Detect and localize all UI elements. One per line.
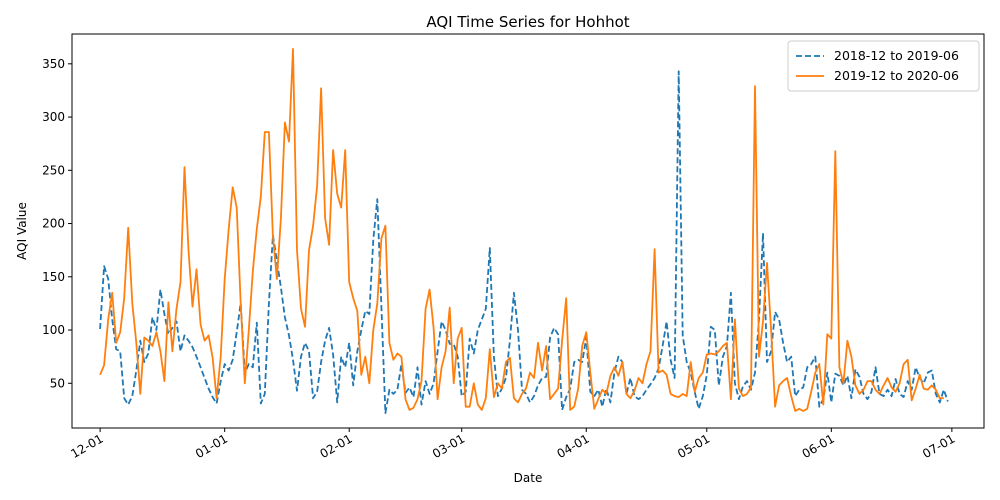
y-tick-label: 100 (42, 323, 65, 337)
series-layer (99, 48, 949, 415)
y-tick-label: 250 (42, 163, 65, 177)
x-axis-label: Date (514, 471, 543, 485)
x-tick-label: 07-01 (920, 431, 957, 461)
chart-title: AQI Time Series for Hohhot (426, 13, 629, 31)
y-tick-label: 300 (42, 110, 65, 124)
y-tick-label: 150 (42, 270, 65, 284)
y-tick-label: 350 (42, 57, 65, 71)
plot-frame (71, 33, 985, 429)
series-line-2 (99, 48, 944, 412)
y-axis-label: AQI Value (15, 202, 29, 260)
x-tick-label: 03-01 (430, 431, 467, 461)
y-tick-label: 50 (50, 376, 65, 390)
legend-box (787, 40, 980, 92)
legend-label-series-2: 2019-12 to 2020-06 (834, 68, 959, 83)
legend-label-series-1: 2018-12 to 2019-06 (834, 48, 959, 63)
legend: 2018-12 to 2019-06 2019-12 to 2020-06 (787, 40, 980, 92)
x-tick-label: 06-01 (800, 431, 837, 461)
x-tick-label: 02-01 (318, 431, 355, 461)
y-axis: 50 100 150 200 250 300 350 (42, 57, 72, 390)
x-tick-label: 04-01 (555, 431, 592, 461)
x-tick-label: 05-01 (675, 431, 712, 461)
x-axis: 12-01 01-01 02-01 03-01 04-01 05-01 06-01 07-01 (68, 428, 957, 461)
x-tick-label: 12-01 (68, 431, 105, 461)
x-tick-label: 01-01 (193, 431, 230, 461)
y-tick-label: 200 (42, 217, 65, 231)
